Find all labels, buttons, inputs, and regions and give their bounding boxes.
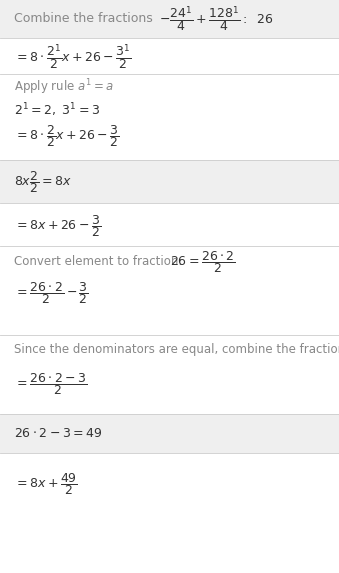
Bar [0, 453, 339, 573]
Text: Since the denominators are equal, combine the fractions:: Since the denominators are equal, combin… [14, 343, 339, 356]
Text: $=8x+\dfrac{49}{2}$: $=8x+\dfrac{49}{2}$ [14, 471, 78, 497]
Text: Apply rule $a^{1}=a$: Apply rule $a^{1}=a$ [14, 78, 113, 97]
Bar [0, 0, 339, 38]
Text: $=8\cdot\dfrac{2^{1}}{2}x+26-\dfrac{3^{1}}{2}$: $=8\cdot\dfrac{2^{1}}{2}x+26-\dfrac{3^{1… [14, 42, 131, 72]
Text: Combine the fractions: Combine the fractions [14, 13, 152, 25]
Text: $26=\dfrac{26\cdot2}{2}$: $26=\dfrac{26\cdot2}{2}$ [170, 249, 236, 275]
Bar [0, 74, 339, 160]
Bar [0, 38, 339, 74]
Text: $=\dfrac{26\cdot2-3}{2}$: $=\dfrac{26\cdot2-3}{2}$ [14, 371, 87, 397]
Text: $=\dfrac{26\cdot2}{2}-\dfrac{3}{2}$: $=\dfrac{26\cdot2}{2}-\dfrac{3}{2}$ [14, 280, 88, 307]
Bar [0, 335, 339, 414]
Text: $8x\dfrac{2}{2}=8x$: $8x\dfrac{2}{2}=8x$ [14, 169, 71, 195]
Text: $26\cdot2-3=49$: $26\cdot2-3=49$ [14, 427, 102, 439]
Bar [0, 203, 339, 246]
Text: $2^{1}=2,\ 3^{1}=3$: $2^{1}=2,\ 3^{1}=3$ [14, 101, 100, 119]
Text: $-\dfrac{24^{1}}{4}+\dfrac{128^{1}}{4}{:}\ \ 26$: $-\dfrac{24^{1}}{4}+\dfrac{128^{1}}{4}{:… [159, 4, 274, 34]
Text: $=8x+26-\dfrac{3}{2}$: $=8x+26-\dfrac{3}{2}$ [14, 213, 101, 239]
Bar [0, 160, 339, 203]
Bar [0, 246, 339, 335]
Text: $=8\cdot\dfrac{2}{2}x+26-\dfrac{3}{2}$: $=8\cdot\dfrac{2}{2}x+26-\dfrac{3}{2}$ [14, 123, 119, 150]
Bar [0, 414, 339, 453]
Text: Convert element to fraction:: Convert element to fraction: [14, 256, 182, 268]
